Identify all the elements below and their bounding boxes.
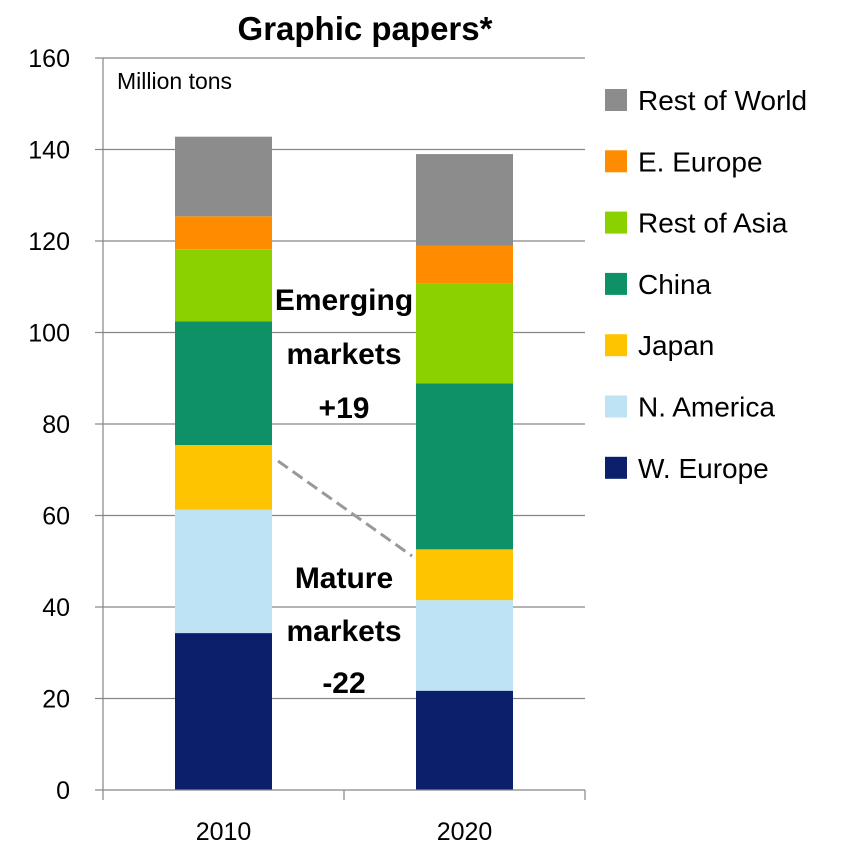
chart-title: Graphic papers* <box>238 10 493 47</box>
bar-segment <box>175 216 272 250</box>
bar-segment <box>175 509 272 634</box>
y-tick-label: 160 <box>28 45 70 73</box>
bars <box>175 136 513 790</box>
annotation-emerging: +19 <box>319 392 370 425</box>
bar-segment <box>416 600 513 691</box>
y-tick-label: 80 <box>42 411 70 439</box>
legend-swatch <box>605 456 627 479</box>
y-tick-label: 0 <box>56 777 70 805</box>
legend-label: E. Europe <box>638 146 763 177</box>
legend-swatch <box>605 334 627 357</box>
annotation-emerging: Emerging <box>275 284 413 317</box>
bar-segment <box>416 283 513 384</box>
bar-segment <box>175 136 272 217</box>
bar-segment <box>175 249 272 322</box>
bar-segment <box>175 321 272 446</box>
legend-label: Japan <box>638 330 714 361</box>
legend-swatch <box>605 211 627 234</box>
legend-label: N. America <box>638 392 775 423</box>
y-tick-label: 20 <box>42 686 70 714</box>
x-tick-label: 2020 <box>437 818 493 846</box>
legend-label: Rest of Asia <box>638 208 788 239</box>
legend-swatch <box>605 89 627 111</box>
bar-segment <box>416 690 513 790</box>
y-tick-label: 120 <box>28 228 70 256</box>
y-tick-label: 40 <box>42 594 70 622</box>
y-tick-label: 60 <box>42 503 70 531</box>
annotation-emerging: markets <box>286 338 401 371</box>
legend-label: Rest of World <box>638 85 807 116</box>
bar-segment <box>416 245 513 284</box>
annotation-mature: -22 <box>322 667 365 700</box>
annotation-mature: markets <box>286 615 401 648</box>
bar-segment <box>416 154 513 246</box>
y-tick-label: 140 <box>28 137 70 165</box>
bar-segment <box>416 549 513 601</box>
annotation-mature: Mature <box>295 562 393 595</box>
unit-label: Million tons <box>117 68 232 94</box>
bar-segment <box>416 383 513 550</box>
legend-label: China <box>638 269 712 300</box>
annotations: Emerging markets +19 Mature markets -22 <box>275 284 413 700</box>
bar-segment <box>175 633 272 790</box>
connector-line <box>277 459 413 558</box>
x-tick-label: 2010 <box>196 818 252 846</box>
legend: Rest of World E. Europe Rest of Asia China J… <box>605 85 807 484</box>
y-tick-label: 100 <box>28 320 70 348</box>
legend-swatch <box>605 395 627 418</box>
legend-swatch <box>605 150 627 173</box>
legend-label: W. Europe <box>638 453 769 484</box>
x-axis: 2010 2020 <box>102 789 586 846</box>
bar-segment <box>175 445 272 510</box>
y-axis: 0 20 40 60 80 100 120 140 160 <box>28 45 104 805</box>
legend-swatch <box>605 272 627 295</box>
